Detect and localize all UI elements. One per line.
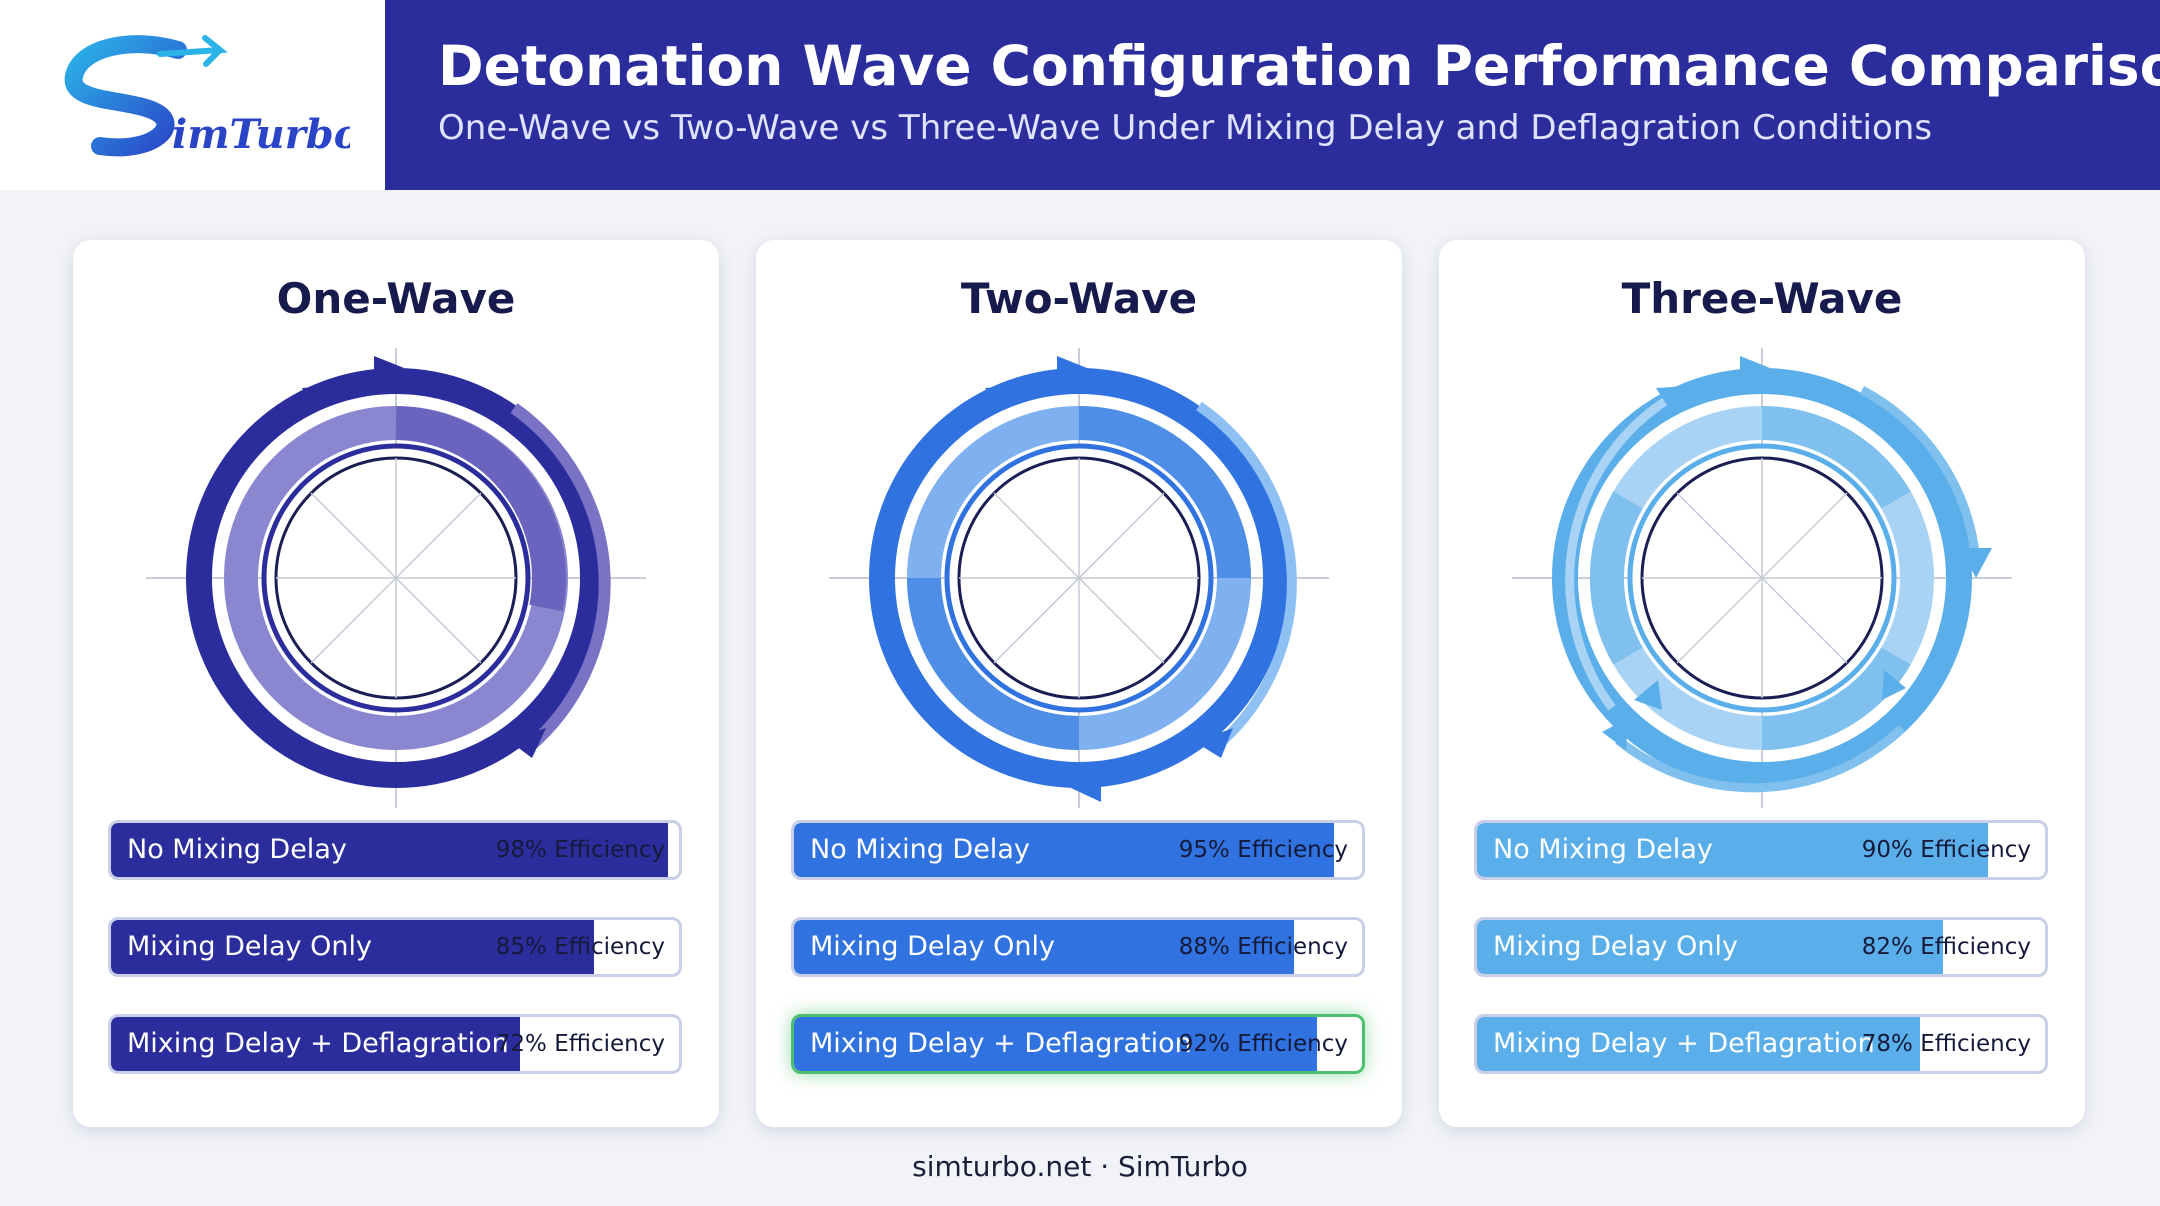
bar-fill xyxy=(794,823,1334,877)
bar-label: Mixing Delay + Deflagration xyxy=(1493,1028,1875,1059)
bar-fill xyxy=(111,823,668,877)
svg-text:imTurbo: imTurbo xyxy=(172,111,350,158)
bar-no-mixing-delay: No Mixing Delay 98% Efficiency xyxy=(108,820,682,880)
bar-value: 82% Efficiency xyxy=(1861,934,2031,960)
bar-fill xyxy=(111,920,594,974)
header: imTurbo Detonation Wave Configuration Pe… xyxy=(0,0,2160,190)
bar-mixing-delay-only: Mixing Delay Only 82% Efficiency xyxy=(1474,917,2048,977)
bar-mixing-delay-only: Mixing Delay Only 88% Efficiency xyxy=(791,917,1365,977)
bar-mixing-delay-only: Mixing Delay Only 85% Efficiency xyxy=(108,917,682,977)
bar-fill xyxy=(1477,1017,1921,1071)
card-one-wave: One-Wave No Mixing Delay 98% Efficiency … xyxy=(73,240,719,1127)
bar-value: 95% Efficiency xyxy=(1178,837,1348,863)
simturbo-logo: imTurbo xyxy=(0,0,385,190)
bar-no-mixing-delay: No Mixing Delay 95% Efficiency xyxy=(791,820,1365,880)
bar-label: Mixing Delay Only xyxy=(127,931,372,962)
bar-label: Mixing Delay + Deflagration xyxy=(127,1028,509,1059)
bar-label: No Mixing Delay xyxy=(810,834,1030,865)
one-wave-ring-diagram xyxy=(146,348,646,808)
bar-label: Mixing Delay Only xyxy=(1493,931,1738,962)
bar-value: 78% Efficiency xyxy=(1861,1031,2031,1057)
bar-fill xyxy=(1477,920,1943,974)
bar-mixing-delay-deflagration: Mixing Delay + Deflagration 78% Efficien… xyxy=(1474,1014,2048,1074)
card-title: One-Wave xyxy=(276,274,516,323)
card-title: Two-Wave xyxy=(960,274,1198,323)
bar-label: No Mixing Delay xyxy=(1493,834,1713,865)
bar-value: 88% Efficiency xyxy=(1178,934,1348,960)
page-title: Detonation Wave Configuration Performanc… xyxy=(438,34,2160,98)
card-three-wave: Three-Wave No Mixing Delay 90% Efficienc… xyxy=(1439,240,2085,1127)
page-subtitle: One-Wave vs Two-Wave vs Three-Wave Under… xyxy=(438,108,1933,148)
bar-value: 90% Efficiency xyxy=(1861,837,2031,863)
card-title: Three-Wave xyxy=(1621,274,1903,323)
two-wave-ring-diagram xyxy=(829,348,1329,808)
bar-value: 92% Efficiency xyxy=(1178,1031,1348,1057)
bar-value: 85% Efficiency xyxy=(495,934,665,960)
bar-fill xyxy=(111,1017,520,1071)
bar-label: Mixing Delay + Deflagration xyxy=(810,1028,1192,1059)
card-two-wave: Two-Wave No Mixing Delay 95% Efficiency … xyxy=(756,240,1402,1127)
footer-credit: simturbo.net · SimTurbo xyxy=(912,1150,1248,1183)
bar-fill xyxy=(1477,823,1989,877)
bar-mixing-delay-deflagration: Mixing Delay + Deflagration 72% Efficien… xyxy=(108,1014,682,1074)
bar-fill xyxy=(794,920,1294,974)
title-band: Detonation Wave Configuration Performanc… xyxy=(385,0,2160,190)
bar-label: Mixing Delay Only xyxy=(810,931,1055,962)
bar-mixing-delay-deflagration: Mixing Delay + Deflagration 92% Efficien… xyxy=(791,1014,1365,1074)
bar-value: 98% Efficiency xyxy=(495,837,665,863)
bar-no-mixing-delay: No Mixing Delay 90% Efficiency xyxy=(1474,820,2048,880)
bar-label: No Mixing Delay xyxy=(127,834,347,865)
three-wave-ring-diagram xyxy=(1512,348,2012,808)
bar-value: 72% Efficiency xyxy=(495,1031,665,1057)
bar-fill xyxy=(794,1017,1317,1071)
